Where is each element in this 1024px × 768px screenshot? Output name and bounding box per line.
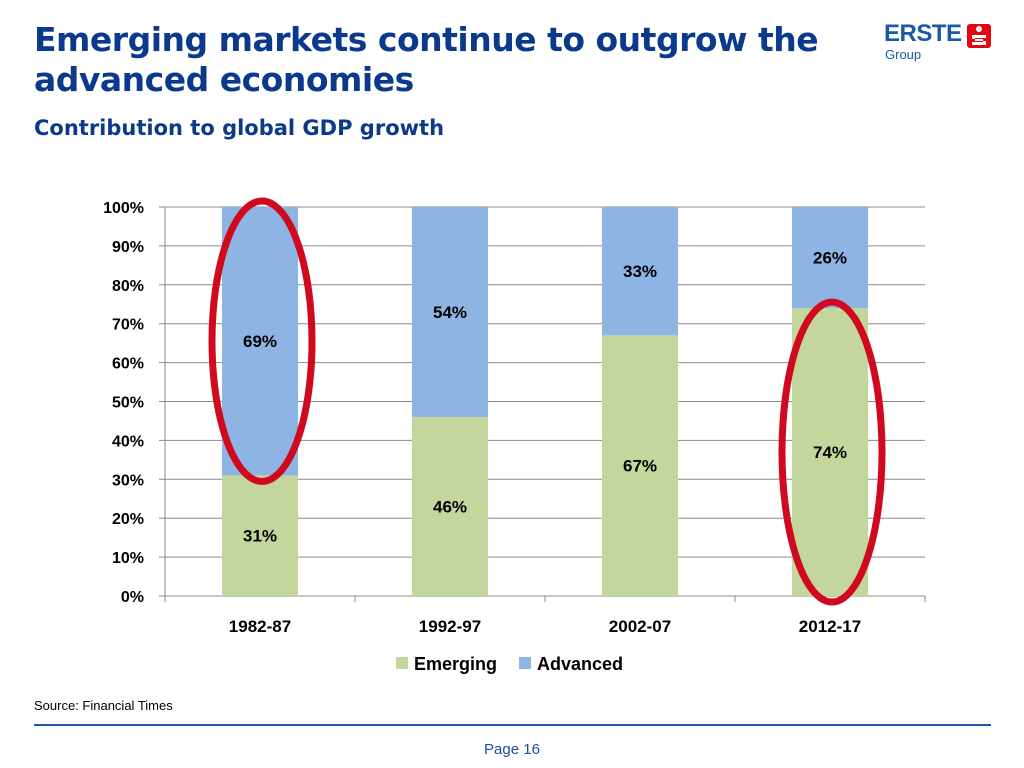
legend-swatch-advanced <box>519 657 532 669</box>
highlight-ellipse <box>208 197 316 485</box>
bar-emerging-1982-87 <box>222 475 298 596</box>
legend-swatch-emerging <box>396 657 408 669</box>
erste-s-icon <box>967 24 991 48</box>
y-tick-label: 90% <box>112 239 144 256</box>
data-label: 69% <box>243 332 277 351</box>
y-tick-label: 60% <box>112 356 144 373</box>
bar-advanced-2002-07 <box>602 207 678 336</box>
data-label: 31% <box>243 527 277 546</box>
bar-advanced-1982-87 <box>222 207 298 476</box>
y-tick-label: 10% <box>112 550 144 567</box>
source-note: Source: Financial Times <box>34 698 173 713</box>
bar-emerging-2012-17 <box>792 308 868 596</box>
x-tick-label: 1992-97 <box>419 617 481 636</box>
slide-subtitle: Contribution to global GDP growth <box>34 116 445 140</box>
legend-label-advanced: Advanced <box>537 654 623 674</box>
x-tick-label: 1982-87 <box>229 617 291 636</box>
y-tick-label: 30% <box>112 472 144 489</box>
x-tick-label: 2002-07 <box>609 617 671 636</box>
y-tick-label: 80% <box>112 278 144 295</box>
bar-advanced-2012-17 <box>792 207 868 309</box>
logo-name: ERSTE <box>884 20 962 47</box>
data-label: 26% <box>813 249 847 268</box>
legend-label-emerging: Emerging <box>414 654 497 674</box>
x-tick-label: 2012-17 <box>799 617 861 636</box>
data-label: 46% <box>433 498 467 517</box>
bar-advanced-1992-97 <box>412 207 488 418</box>
page-number: Page 16 <box>484 741 540 758</box>
y-tick-label: 50% <box>112 395 144 412</box>
data-label: 33% <box>623 262 657 281</box>
y-tick-label: 40% <box>112 433 144 450</box>
stacked-bar-chart: 0% 10% 20% 30% 40% 50% 60% 70% 80% 90% 100% 31% 69% 1… <box>103 197 926 674</box>
footer-divider <box>34 724 991 726</box>
bar-emerging-2002-07 <box>602 335 678 596</box>
slide-title: Emerging markets continue to outgrow the… <box>34 20 819 99</box>
data-label: 74% <box>813 443 847 462</box>
data-label: 67% <box>623 457 657 476</box>
y-tick-label: 70% <box>112 317 144 334</box>
y-tick-label: 20% <box>112 511 144 528</box>
logo-sub: Group <box>885 47 922 62</box>
bar-emerging-1992-97 <box>412 417 488 596</box>
erste-logo: ERSTE Group <box>884 20 994 66</box>
y-tick-label: 0% <box>121 589 144 606</box>
highlight-ellipse <box>778 298 886 606</box>
y-tick-label: 100% <box>103 200 144 217</box>
data-label: 54% <box>433 303 467 322</box>
